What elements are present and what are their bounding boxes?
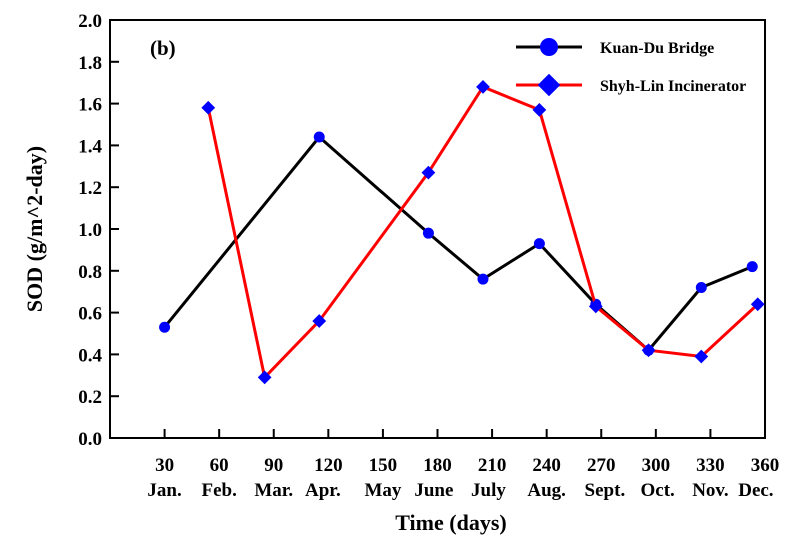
- y-tick-label: 1.8: [78, 53, 102, 74]
- series-layer: [159, 80, 765, 385]
- data-point-diamond: [201, 100, 216, 115]
- data-point-diamond: [421, 165, 436, 180]
- data-point-diamond: [641, 343, 656, 358]
- month-label: July: [471, 480, 506, 501]
- y-tick-label: 0.4: [78, 345, 102, 366]
- x-axis: 30 60 90 120 150 180 210 240 270 300 330 360 Jan. Feb…: [147, 429, 779, 501]
- x-tick-label: 120: [314, 455, 343, 476]
- data-point-diamond: [588, 299, 603, 314]
- y-tick-label: 1.4: [78, 136, 102, 157]
- month-label: Sept.: [585, 480, 626, 501]
- y-tick-label: 0.2: [78, 387, 102, 408]
- legend: Kuan-Du Bridge Shyh-Lin Incinerator: [516, 38, 746, 97]
- x-tick-label: 300: [642, 455, 671, 476]
- data-point-circle: [695, 282, 707, 294]
- x-tick-label: 90: [264, 455, 283, 476]
- legend-item: Shyh-Lin Incinerator: [516, 73, 746, 97]
- data-point-circle: [159, 321, 171, 333]
- month-label: Aug.: [527, 480, 566, 501]
- data-point-diamond: [532, 102, 547, 117]
- y-axis: 0.0 0.2 0.4 0.6 0.8 1.0 1.2 1.4 1.6 1.8 2.0: [78, 11, 119, 450]
- x-tick-label: 30: [155, 455, 174, 476]
- y-tick-label: 1.6: [78, 95, 102, 116]
- month-label: Dec.: [738, 480, 773, 501]
- y-tick-label: 1.0: [78, 220, 102, 241]
- y-tick-label: 0.0: [78, 429, 102, 450]
- data-point-diamond: [476, 80, 490, 94]
- x-tick-label: 240: [532, 455, 561, 476]
- data-point-circle: [746, 261, 758, 273]
- month-label: Jan.: [147, 480, 181, 501]
- month-label: Feb.: [201, 480, 236, 501]
- x-tick-label: 360: [751, 455, 780, 476]
- month-label: May: [364, 480, 401, 501]
- legend-label: Kuan-Du Bridge: [600, 40, 714, 57]
- y-tick-label: 2.0: [78, 11, 102, 32]
- y-tick-label: 0.8: [78, 262, 102, 283]
- series-line: [206, 85, 759, 381]
- x-axis-title: Time (days): [395, 510, 506, 535]
- y-tick-label: 1.2: [78, 178, 102, 199]
- data-point-circle: [313, 131, 325, 143]
- data-point-circle: [533, 238, 545, 250]
- data-point-circle: [422, 227, 434, 239]
- y-tick-label: 0.6: [78, 304, 102, 325]
- series-shyh-lin-incinerator: [201, 80, 765, 385]
- month-label: Nov.: [692, 480, 728, 501]
- x-tick-label: 270: [587, 455, 616, 476]
- data-point-circle: [540, 38, 558, 56]
- series-kuan-du-bridge: [159, 131, 758, 356]
- data-point-diamond: [257, 370, 272, 385]
- data-point-diamond: [750, 297, 765, 312]
- y-axis-title: SOD (g/m^2-day): [22, 146, 47, 312]
- data-point-diamond: [312, 314, 327, 328]
- panel-label: (b): [150, 36, 176, 60]
- legend-label: Shyh-Lin Incinerator: [600, 78, 746, 95]
- month-label: Apr.: [305, 480, 341, 501]
- data-point-diamond: [694, 349, 709, 364]
- data-point-diamond: [537, 73, 561, 97]
- x-tick-label: 150: [369, 455, 398, 476]
- month-label: June: [414, 480, 453, 501]
- data-point-circle: [477, 273, 489, 285]
- legend-item: Kuan-Du Bridge: [516, 38, 714, 57]
- month-label: Oct.: [641, 480, 675, 501]
- x-tick-label: 180: [423, 455, 452, 476]
- x-tick-label: 60: [210, 455, 229, 476]
- month-label: Mar.: [254, 480, 293, 501]
- x-tick-label: 210: [478, 455, 507, 476]
- x-tick-label: 330: [696, 455, 725, 476]
